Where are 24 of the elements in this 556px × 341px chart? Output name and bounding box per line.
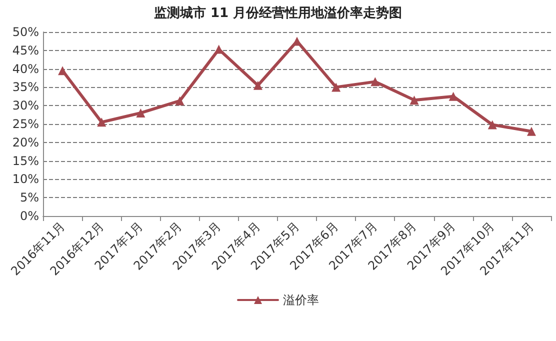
point [136,108,146,118]
point [253,80,262,90]
y-tick-label: 10% [12,172,39,186]
y-tick-label: 30% [12,98,39,113]
point [410,96,419,105]
y-tick-label: 35% [12,80,39,94]
point [58,66,68,76]
point [448,92,458,101]
y-tick-label: 15% [12,154,39,168]
legend-label: 溢价率 [283,293,319,307]
y-tick-label: 20% [12,135,39,150]
point [526,126,536,136]
point [332,82,341,92]
y-tick-label: 50% [12,25,39,39]
y-tick-label: 5% [20,190,39,205]
point [97,118,106,127]
y-tick-label: 40% [12,62,39,76]
y-tick-label: 0% [20,209,39,223]
y-tick-label: 25% [12,117,39,131]
point [370,77,380,86]
chart-title: 监测城市 11 月份经营性用地溢价率走势图 [154,5,402,21]
point [488,120,497,130]
y-tick-label: 45% [12,43,39,58]
point [175,96,184,106]
